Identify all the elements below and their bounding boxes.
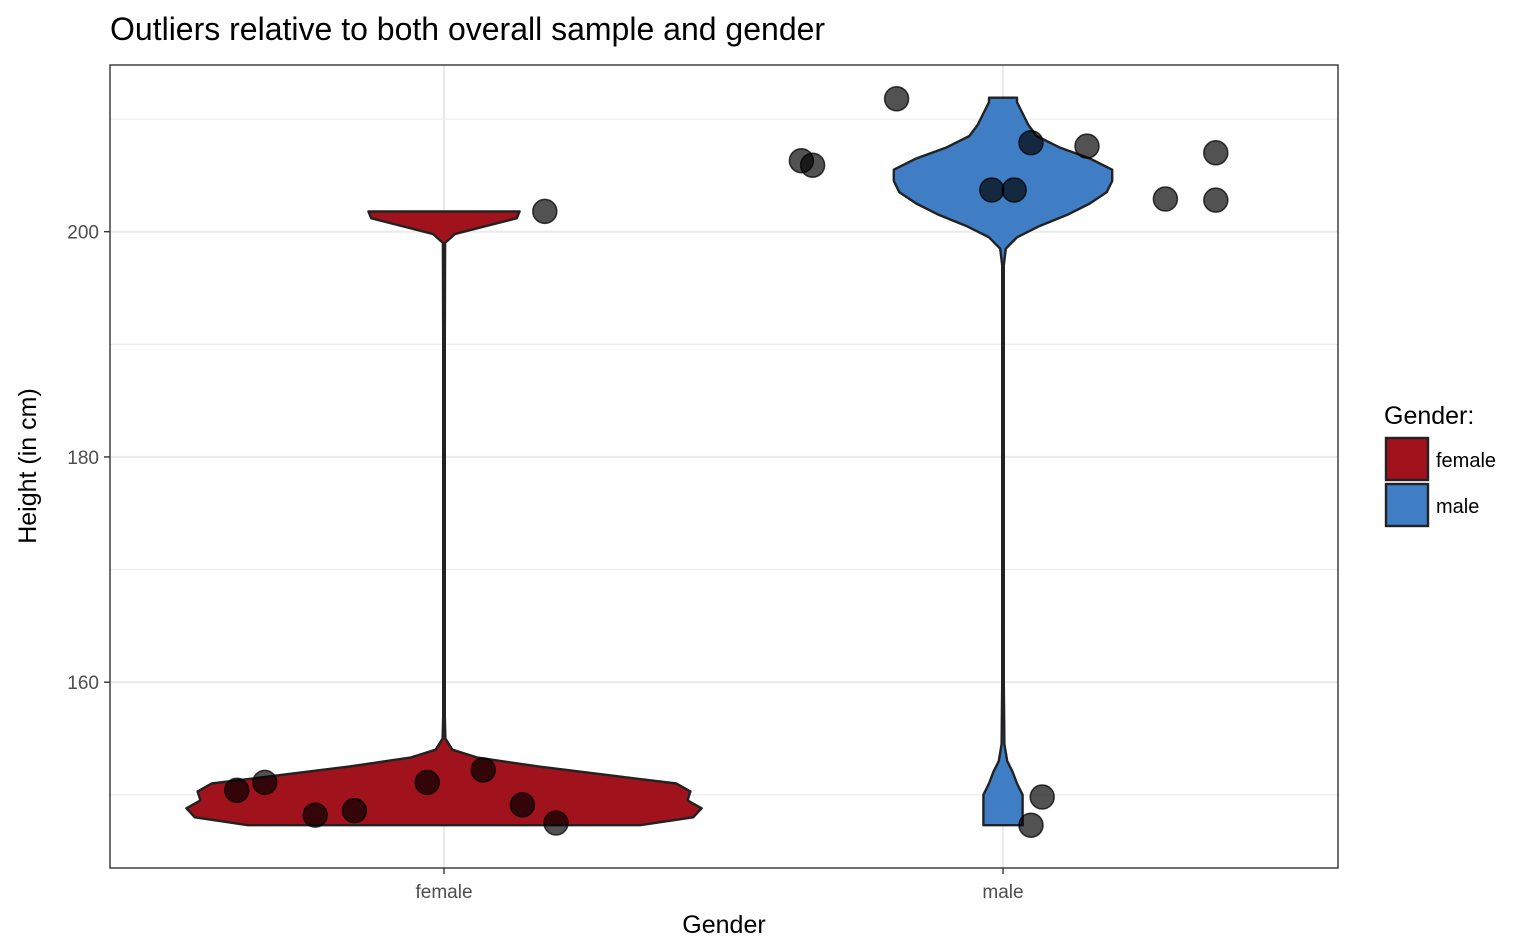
data-point-male (1018, 129, 1044, 156)
plot-background (110, 65, 1338, 868)
violins (185, 96, 1114, 827)
y-tick-label: 200 (67, 223, 99, 244)
data-point-female (302, 802, 328, 828)
data-point-female (532, 198, 558, 225)
legend: Gender: female male (1384, 402, 1496, 528)
data-point-female (224, 777, 250, 804)
legend-key-female (1384, 436, 1430, 482)
data-point-female (470, 757, 496, 783)
data-point-female (252, 769, 278, 796)
data-point-male (979, 177, 1005, 203)
data-point-male (1029, 784, 1055, 810)
data-point-male (1203, 187, 1229, 213)
y-tick-label: 180 (67, 448, 99, 469)
data-point-male (1074, 133, 1100, 159)
data-point-male (799, 152, 826, 178)
data-point-male (1203, 140, 1229, 166)
legend-title: Gender: (1384, 402, 1474, 430)
violin-female (185, 210, 703, 827)
y-axis-title: Height (in cm) (14, 388, 42, 544)
axes: 160 180 200 female male (67, 223, 1023, 903)
violin-male (892, 96, 1114, 827)
legend-label-male: male (1436, 496, 1479, 518)
data-point-female (341, 797, 368, 824)
data-point-female (543, 810, 569, 836)
legend-key-male (1384, 482, 1430, 528)
data-point-male (1152, 186, 1179, 212)
data-point-male (1001, 177, 1027, 203)
x-tick-label: male (982, 882, 1023, 903)
jitter-points (224, 86, 1229, 838)
y-tick-label: 160 (67, 673, 99, 694)
data-point-female (509, 792, 536, 818)
x-tick-label: female (415, 882, 472, 903)
x-axis-title: Gender (682, 911, 765, 939)
plot-border (109, 64, 1339, 869)
data-point-male (1018, 812, 1044, 838)
data-point-male (883, 86, 910, 112)
data-point-female (414, 769, 440, 796)
legend-label-female: female (1436, 450, 1496, 472)
chart-title: Outliers relative to both overall sample… (110, 11, 825, 47)
